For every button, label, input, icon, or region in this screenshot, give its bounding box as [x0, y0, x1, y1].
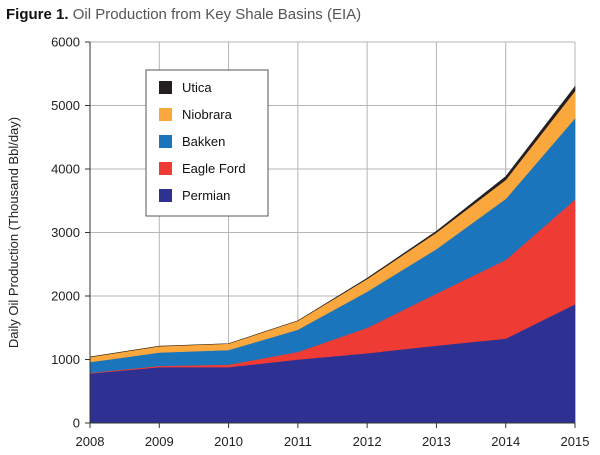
y-tick-label: 5000 — [51, 98, 80, 113]
x-tick-label: 2008 — [76, 434, 105, 449]
legend-label-permian: Permian — [182, 188, 230, 203]
x-tick-label: 2014 — [491, 434, 520, 449]
legend-swatch-utica — [159, 81, 172, 94]
x-tick-label: 2010 — [214, 434, 243, 449]
legend-swatch-niobrara — [159, 108, 172, 121]
x-tick-label: 2012 — [353, 434, 382, 449]
y-tick-label: 3000 — [51, 225, 80, 240]
axes — [85, 41, 576, 428]
legend-swatch-eagle-ford — [159, 162, 172, 175]
y-tick-label: 2000 — [51, 289, 80, 304]
y-tick-label: 4000 — [51, 162, 80, 177]
legend: Utica Niobrara Bakken Eagle Ford Permian — [145, 69, 269, 217]
figure-caption: Figure 1. Oil Production from Key Shale … — [6, 6, 361, 23]
y-tick-label: 0 — [73, 416, 80, 431]
area-utica — [89, 85, 576, 358]
y-tick-label: 1000 — [51, 352, 80, 367]
legend-label-niobrara: Niobrara — [182, 107, 233, 122]
x-tick-label: 2015 — [561, 434, 590, 449]
x-tick-label: 2011 — [284, 434, 312, 449]
legend-swatch-permian — [159, 189, 172, 202]
figure-title: Oil Production from Key Shale Basins (EI… — [72, 6, 362, 23]
legend-label-bakken: Bakken — [182, 134, 225, 149]
tick-labels: 0 1000 2000 3000 4000 5000 6000 2008 2009 2010 201… — [51, 35, 589, 450]
stacked-areas — [89, 85, 576, 424]
y-axis-title: Daily Oil Production (Thousand Bbl/day) — [6, 117, 21, 348]
legend-label-utica: Utica — [182, 80, 212, 95]
figure-number: Figure 1. — [6, 6, 69, 23]
y-tick-label: 6000 — [51, 35, 80, 50]
legend-swatch-bakken — [159, 135, 172, 148]
x-tick-label: 2013 — [422, 434, 451, 449]
legend-label-eagle-ford: Eagle Ford — [182, 161, 246, 176]
x-tick-label: 2009 — [145, 434, 174, 449]
